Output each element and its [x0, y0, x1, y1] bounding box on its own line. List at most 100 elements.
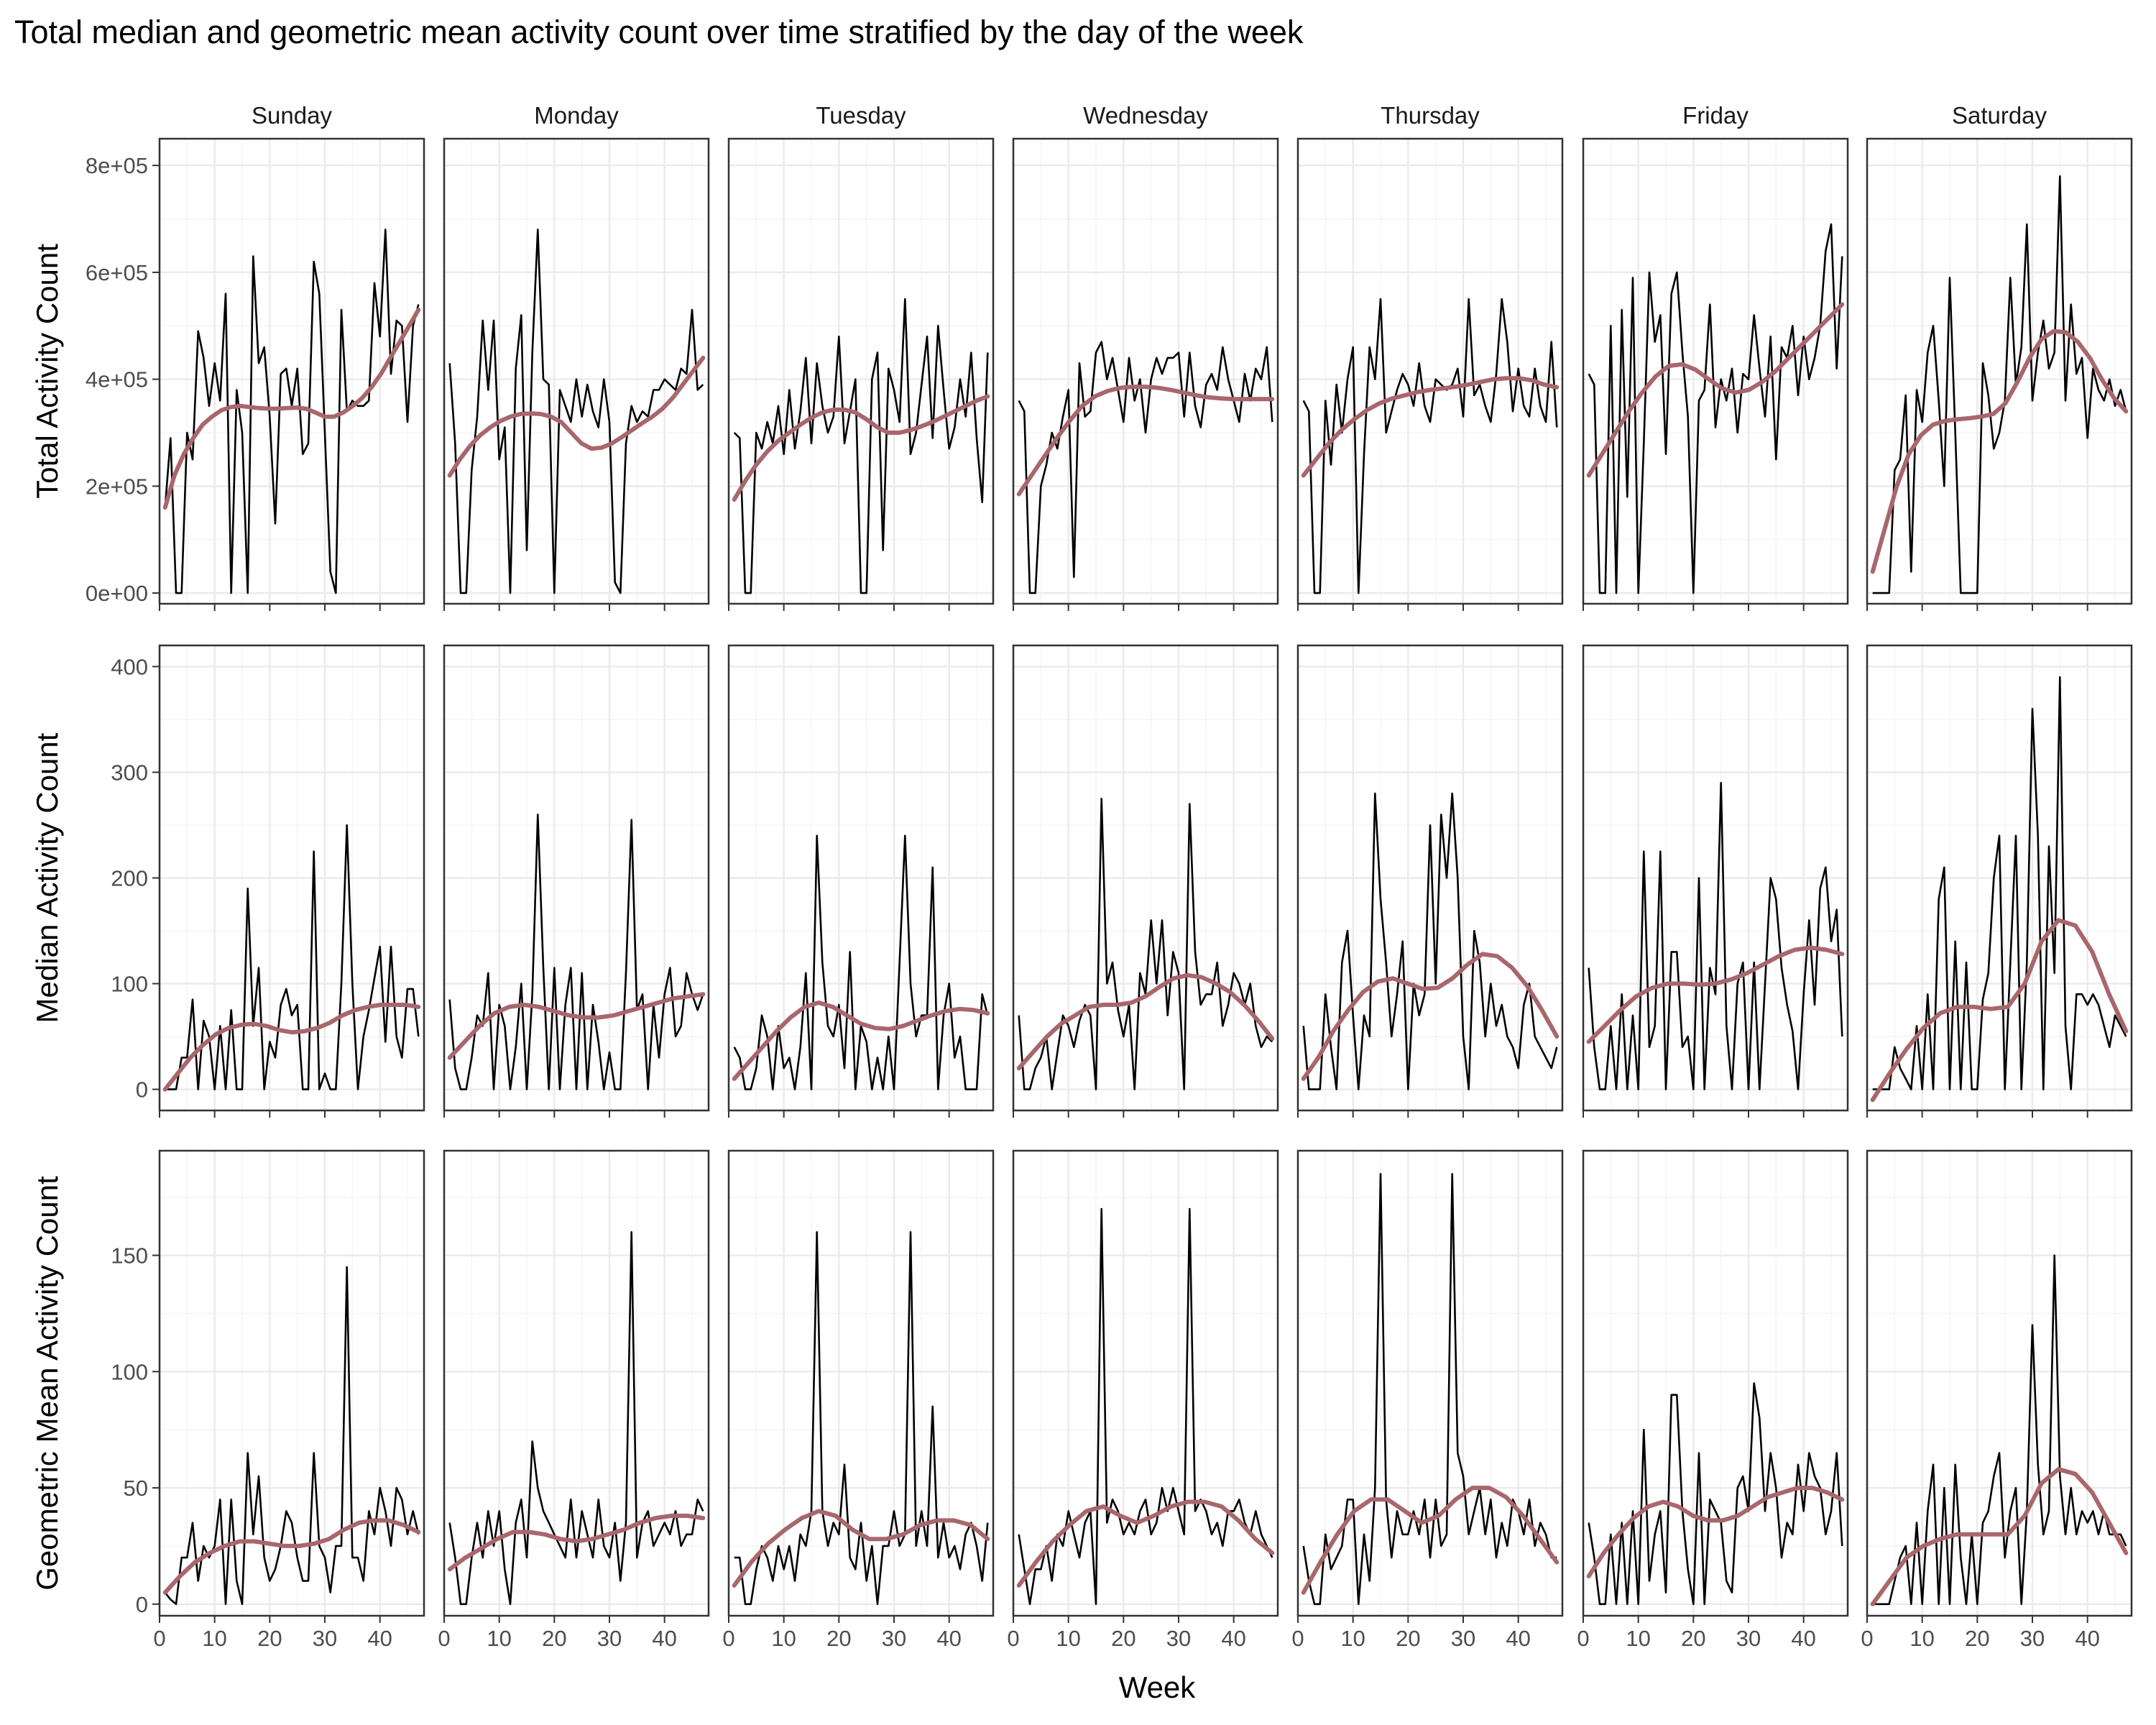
panel-border: [1866, 137, 2133, 605]
x-tick-label: 0: [438, 1626, 450, 1651]
y-tick-label: 8e+05: [86, 153, 148, 178]
panel-border: [727, 1149, 995, 1617]
smooth-line-monday: [447, 1513, 706, 1572]
x-tick-label: 40: [1221, 1626, 1245, 1651]
series-line-thursday: [1302, 792, 1558, 1090]
panel-wednesday-row-3: [1012, 1149, 1279, 1617]
panel-thursday-row-2: [1296, 644, 1564, 1112]
x-tick-label: 10: [771, 1626, 796, 1651]
x-tick-label: 10: [1340, 1626, 1365, 1651]
strip-label-friday: Friday: [1682, 102, 1749, 129]
series-line-friday: [1588, 223, 1843, 594]
y-tick-label: 0: [136, 1077, 148, 1103]
y-tick-label: 150: [111, 1243, 148, 1269]
y-axis-title-row-1: Total Activity Count: [30, 244, 64, 499]
x-tick-label: 0: [1291, 1626, 1304, 1651]
x-tick-label: 20: [257, 1626, 282, 1651]
x-tick-label: 40: [367, 1626, 392, 1651]
x-tick-label: 40: [1506, 1626, 1530, 1651]
x-tick-label: 30: [597, 1626, 622, 1651]
series-line-sunday: [165, 824, 420, 1090]
smooth-line-sunday: [162, 1518, 421, 1595]
panel-border: [1866, 1149, 2133, 1617]
series-line-tuesday: [734, 1230, 989, 1606]
smooth-line-saturday: [1870, 918, 2129, 1103]
smooth-line-thursday: [1301, 376, 1560, 478]
strip-label-tuesday: Tuesday: [816, 102, 906, 129]
x-tick-label: 30: [313, 1626, 337, 1651]
smooth-line-wednesday: [1016, 1499, 1275, 1588]
x-tick-label: 10: [202, 1626, 226, 1651]
panel-border: [443, 644, 710, 1112]
smooth-line-thursday: [1301, 1486, 1560, 1595]
y-tick-label: 400: [111, 654, 148, 679]
x-axis-title: Week: [1119, 1670, 1197, 1704]
x-tick-label: 0: [1577, 1626, 1589, 1651]
series-line-monday: [448, 229, 704, 594]
x-tick-label: 20: [542, 1626, 566, 1651]
panel-border: [1582, 1149, 1849, 1617]
panel-border: [158, 137, 425, 605]
panel-monday-row-3: [443, 1149, 710, 1617]
smooth-line-tuesday: [732, 1000, 990, 1081]
smooth-line-wednesday: [1016, 972, 1275, 1071]
panel-border: [443, 1149, 710, 1617]
smooth-line-tuesday: [732, 1509, 990, 1588]
smooth-line-sunday: [162, 308, 421, 510]
panel-border: [1582, 644, 1849, 1112]
smooth-line-friday: [1586, 945, 1845, 1044]
y-axis-title-row-2: Median Activity Count: [30, 732, 64, 1023]
y-tick-label: 0: [136, 1592, 148, 1617]
x-tick-label: 30: [1736, 1626, 1761, 1651]
x-tick-label: 30: [1166, 1626, 1191, 1651]
panel-thursday-row-1: [1296, 137, 1564, 605]
x-tick-label: 20: [1965, 1626, 1989, 1651]
y-tick-label: 0e+00: [86, 581, 148, 606]
x-tick-label: 10: [1909, 1626, 1934, 1651]
panel-sunday-row-2: [158, 644, 425, 1112]
y-tick-label: 50: [124, 1476, 148, 1501]
y-tick-label: 4e+05: [86, 367, 148, 392]
panel-border: [443, 137, 710, 605]
x-tick-label: 20: [1681, 1626, 1705, 1651]
panel-monday-row-1: [443, 137, 710, 605]
panel-friday-row-1: [1582, 137, 1849, 605]
series-line-tuesday: [733, 298, 989, 594]
y-tick-label: 2e+05: [86, 474, 148, 499]
smooth-line-monday: [447, 355, 706, 478]
strip-labels: Sunday Monday Tuesday Wednesday Thursday Frid…: [252, 102, 2047, 129]
smooth-line-saturday: [1870, 328, 2129, 574]
y-axis-titles: Total Activity Count Median Activity Coun…: [30, 244, 64, 1591]
y-tick-label: 300: [111, 760, 148, 785]
smooth-line-thursday: [1301, 952, 1560, 1081]
x-tick-label: 40: [936, 1626, 961, 1651]
panel-border: [1582, 137, 1849, 605]
x-axes: 0 10 20 30 40 0 10 20 30 40 0 10 20 30 40 0 10 20 30 40 0 10 2…: [153, 604, 2100, 1651]
series-line-monday: [448, 1230, 704, 1606]
panel-border: [727, 137, 995, 605]
y-axis-title-row-3: Geometric Mean Activity Count: [30, 1176, 64, 1591]
panel-thursday-row-3: [1296, 1149, 1564, 1617]
panel-friday-row-3: [1582, 1149, 1849, 1617]
panel-wednesday-row-2: [1012, 644, 1279, 1112]
panel-saturday-row-3: [1866, 1149, 2133, 1617]
series-line-wednesday: [1018, 341, 1273, 594]
panel-sunday-row-3: [158, 1149, 425, 1617]
smooth-line-sunday: [162, 1003, 421, 1092]
series-line-monday: [448, 814, 704, 1090]
panel-wednesday-row-1: [1012, 137, 1279, 605]
y-tick-label: 6e+05: [86, 260, 148, 285]
panel-border: [1012, 137, 1279, 605]
panel-border: [1296, 644, 1564, 1112]
y-tick-label: 100: [111, 972, 148, 997]
series-line-friday: [1588, 781, 1843, 1090]
x-tick-label: 30: [882, 1626, 906, 1651]
panel-border: [1866, 644, 2133, 1112]
panel-saturday-row-1: [1866, 137, 2133, 605]
strip-label-saturday: Saturday: [1952, 102, 2047, 129]
panel-sunday-row-1: [158, 137, 425, 605]
x-tick-label: 30: [1451, 1626, 1475, 1651]
panel-border: [1012, 1149, 1279, 1617]
strip-label-wednesday: Wednesday: [1083, 102, 1208, 129]
